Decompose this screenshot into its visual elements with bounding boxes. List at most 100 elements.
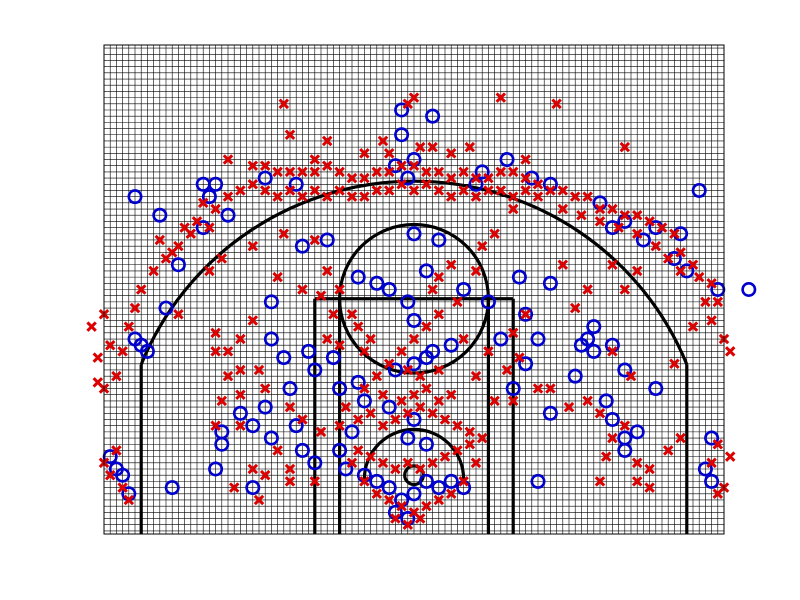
missed-shot-marker <box>359 383 370 394</box>
missed-shot-marker <box>328 308 339 320</box>
missed-shot-marker <box>414 141 426 153</box>
data-points <box>86 92 757 530</box>
missed-shot-marker <box>129 302 141 314</box>
made-shot-marker <box>567 368 583 384</box>
made-shot-marker <box>425 108 441 124</box>
missed-shot-marker <box>557 259 569 271</box>
missed-shot-marker <box>687 259 699 271</box>
missed-shot-marker <box>402 408 414 419</box>
missed-shot-marker <box>408 389 420 400</box>
missed-shot-marker <box>117 346 128 357</box>
missed-shot-marker <box>272 166 283 178</box>
missed-shot-marker <box>724 346 736 357</box>
missed-shot-marker <box>408 333 420 345</box>
made-shot-marker <box>208 461 224 477</box>
missed-shot-marker <box>321 191 333 202</box>
missed-shot-marker <box>669 358 680 370</box>
missed-shot-marker <box>235 389 246 400</box>
made-shot-marker <box>232 405 248 421</box>
missed-shot-marker <box>470 191 482 202</box>
missed-shot-marker <box>315 426 327 438</box>
missed-shot-marker <box>123 321 135 332</box>
made-shot-marker <box>387 362 403 378</box>
made-shot-marker <box>325 350 341 366</box>
made-shot-marker <box>586 343 602 359</box>
missed-shot-marker <box>427 284 438 295</box>
missed-shot-marker <box>297 166 308 178</box>
missed-shot-marker <box>222 191 234 202</box>
made-shot-marker <box>431 480 447 496</box>
missed-shot-marker <box>408 185 420 196</box>
missed-shot-marker <box>92 352 104 363</box>
missed-shot-marker <box>706 278 717 289</box>
missed-shot-marker <box>321 265 333 277</box>
missed-shot-marker <box>346 457 358 469</box>
missed-shot-marker <box>495 92 507 103</box>
missed-shot-marker <box>365 451 376 462</box>
missed-shot-marker <box>706 457 717 469</box>
made-shot-marker <box>493 331 509 347</box>
made-shot-marker <box>406 356 422 372</box>
missed-shot-marker <box>644 216 655 227</box>
missed-shot-marker <box>321 135 333 147</box>
made-shot-marker <box>201 189 217 205</box>
missed-shot-marker <box>458 185 469 196</box>
missed-shot-marker <box>563 401 575 413</box>
missed-shot-marker <box>284 463 296 475</box>
made-shot-marker <box>518 306 534 322</box>
made-shot-marker <box>220 207 236 223</box>
missed-shot-marker <box>204 222 215 233</box>
missed-shot-marker <box>631 457 643 469</box>
missed-shot-marker <box>693 271 705 283</box>
missed-shot-marker <box>377 420 389 431</box>
made-shot-marker <box>319 232 335 248</box>
grid-lines <box>103 45 725 534</box>
missed-shot-marker <box>650 240 662 252</box>
missed-shot-marker <box>390 513 401 524</box>
made-shot-marker <box>400 294 416 310</box>
missed-shot-marker <box>507 191 519 202</box>
missed-shot-marker <box>204 265 215 277</box>
missed-shot-marker <box>445 191 457 202</box>
missed-shot-marker <box>216 253 228 264</box>
missed-shot-marker <box>576 209 587 221</box>
made-shot-marker <box>214 436 230 452</box>
missed-shot-marker <box>371 166 383 178</box>
missed-shot-marker <box>476 432 488 444</box>
missed-shot-marker <box>383 358 395 370</box>
missed-shot-marker <box>210 203 221 215</box>
made-shot-marker <box>400 430 416 446</box>
made-shot-marker <box>288 418 304 434</box>
missed-shot-marker <box>334 166 345 178</box>
missed-shot-marker <box>402 364 414 376</box>
made-shot-marker <box>127 189 143 205</box>
missed-shot-marker <box>582 395 593 407</box>
missed-shot-marker <box>532 191 544 202</box>
missed-shot-marker <box>377 389 389 400</box>
made-shot-marker <box>598 393 614 409</box>
missed-shot-marker <box>569 191 581 202</box>
missed-shot-marker <box>135 284 147 295</box>
free-throw-circle <box>338 222 491 375</box>
missed-shot-marker <box>210 327 221 339</box>
made-shot-marker <box>139 343 155 359</box>
missed-shot-marker <box>346 172 358 184</box>
missed-shot-marker <box>625 370 637 382</box>
missed-shot-marker <box>247 240 259 252</box>
missed-shot-marker <box>247 160 259 171</box>
missed-shot-marker <box>309 234 321 246</box>
missed-shot-marker <box>259 383 271 394</box>
missed-shot-marker <box>501 364 513 376</box>
missed-shot-marker <box>104 469 116 481</box>
missed-shot-marker <box>104 339 116 351</box>
missed-shot-marker <box>545 185 556 196</box>
missed-shot-marker <box>352 445 364 456</box>
missed-shot-marker <box>359 172 370 184</box>
missed-shot-marker <box>433 494 445 506</box>
missed-shot-marker <box>247 463 259 475</box>
missed-shot-marker <box>644 463 655 475</box>
missed-shot-marker <box>235 420 246 431</box>
missed-shot-marker <box>675 265 686 277</box>
missed-shot-marker <box>253 494 265 506</box>
